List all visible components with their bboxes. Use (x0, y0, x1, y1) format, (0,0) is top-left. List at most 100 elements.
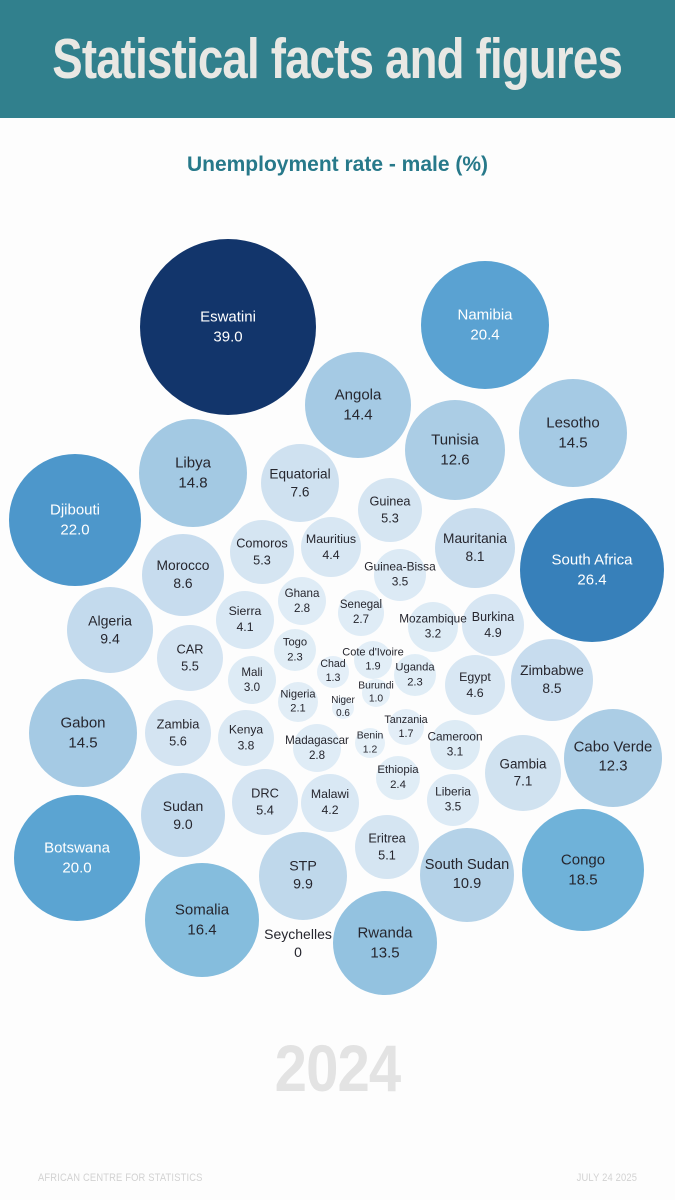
bubble-liberia: Liberia 3.5 (427, 774, 479, 826)
bubble-label: Congo 18.5 (561, 851, 605, 890)
country-name: Seychelles (264, 925, 332, 942)
country-value: 3.1 (446, 745, 464, 759)
bubble-label: Tunisia 12.6 (431, 431, 479, 470)
bubble-label: Algeria 9.4 (88, 612, 132, 649)
country-value: 4.6 (466, 686, 484, 700)
country-name: Eritrea (368, 831, 406, 846)
bubble-djibouti: Djibouti 22.0 (9, 454, 141, 586)
bubble-zambia: Zambia 5.6 (145, 700, 211, 766)
bubble-label: South Africa 26.4 (552, 551, 633, 590)
bubble-gabon: Gabon 14.5 (29, 679, 137, 787)
bubble-label: Niger 0.6 (331, 695, 355, 721)
bubble-label: Angola 14.4 (335, 386, 382, 425)
country-value: 7.6 (290, 484, 310, 499)
bubble-south-africa: South Africa 26.4 (520, 498, 664, 642)
bubble-comoros: Comoros 5.3 (230, 520, 294, 584)
country-value: 2.4 (390, 779, 406, 791)
bubble-label: Mozambique 3.2 (399, 612, 467, 643)
bubble-sudan: Sudan 9.0 (141, 773, 225, 857)
country-name: Cote d'Ivoire (342, 646, 404, 659)
bubble-uganda: Uganda 2.3 (394, 654, 436, 696)
country-name: Guinea-Bissa (364, 559, 436, 574)
bubble-label: STP 9.9 (289, 858, 317, 895)
country-value: 3.8 (237, 738, 255, 752)
country-value: 9.9 (293, 877, 313, 893)
country-value: 16.4 (187, 921, 217, 938)
bubble-label: DRC 5.4 (251, 785, 279, 818)
country-value: 14.5 (558, 434, 588, 451)
bubble-label: Kenya 3.8 (229, 722, 263, 753)
bubble-label: Djibouti 22.0 (50, 501, 100, 540)
country-name: Mozambique (399, 611, 467, 626)
country-value: 9.0 (173, 816, 193, 832)
country-value: 8.5 (542, 681, 562, 696)
country-value: 20.4 (470, 326, 500, 343)
country-name: Djibouti (49, 501, 101, 519)
country-value: 22.0 (60, 521, 90, 538)
bubble-tunisia: Tunisia 12.6 (405, 400, 505, 500)
country-value: 3.5 (391, 575, 409, 589)
country-value: 3.2 (424, 627, 442, 641)
country-value: 14.8 (178, 474, 208, 491)
bubble-botswana: Botswana 20.0 (14, 795, 140, 921)
bubble-label: Mali 3.0 (241, 665, 262, 695)
country-name: Angola (334, 386, 382, 404)
bubble-label: Benin 1.2 (357, 729, 384, 756)
country-value: 5.3 (381, 511, 399, 525)
country-name: Congo (560, 851, 606, 869)
country-value: 1.7 (398, 728, 414, 740)
bubble-cabo-verde: Cabo Verde 12.3 (564, 709, 662, 807)
chart-title: Unemployment rate - male (%) (186, 153, 489, 176)
bubble-nigeria: Nigeria 2.1 (278, 682, 318, 722)
country-name: Malawi (310, 787, 350, 802)
bubble-label: Tanzania 1.7 (384, 713, 427, 741)
country-name: Cabo Verde (573, 739, 653, 756)
country-value: 3.0 (243, 681, 261, 694)
country-name: Somalia (174, 901, 230, 919)
bubble-label: Mauritania 8.1 (443, 530, 507, 566)
country-value: 2.3 (407, 676, 423, 688)
country-name: South Africa (551, 551, 633, 569)
country-value: 18.5 (568, 871, 598, 888)
bubble-label: Chad 1.3 (320, 658, 345, 686)
footer-date: JULY 24 2025 (576, 1172, 637, 1184)
country-value: 2.1 (290, 703, 306, 715)
bubble-label: Mauritius 4.4 (306, 531, 356, 563)
country-value: 1.9 (365, 661, 381, 673)
bubble-label: Zimbabwe 8.5 (520, 662, 584, 698)
bubble-togo: Togo 2.3 (274, 629, 316, 671)
country-name: Uganda (395, 661, 435, 674)
country-value: 8.1 (465, 549, 485, 564)
bubble-label: Zambia 5.6 (157, 716, 200, 749)
bubble-malawi: Malawi 4.2 (301, 774, 359, 832)
bubble-drc: DRC 5.4 (232, 769, 298, 835)
bubble-label: Senegal 2.7 (340, 598, 382, 628)
country-name: Ghana (284, 586, 320, 600)
bubble-libya: Libya 14.8 (139, 419, 247, 527)
bubble-zimbabwe: Zimbabwe 8.5 (511, 639, 593, 721)
country-name: Botswana (44, 839, 110, 857)
bubble-ghana: Ghana 2.8 (278, 577, 326, 625)
country-value: 12.3 (598, 759, 628, 775)
country-value: 5.3 (253, 553, 271, 567)
country-name: Rwanda (357, 924, 413, 942)
page-title: Statistical facts and figures (52, 27, 624, 91)
bubble-label: Equatorial 7.6 (269, 465, 330, 500)
country-name: Gambia (499, 756, 547, 772)
bubble-kenya: Kenya 3.8 (218, 710, 274, 766)
country-value: 4.1 (236, 620, 254, 634)
bubble-south-sudan: South Sudan 10.9 (420, 828, 514, 922)
bubble-car: CAR 5.5 (157, 625, 223, 691)
bubble-label: Burkina 4.9 (472, 609, 514, 642)
country-name: Algeria (88, 612, 132, 629)
country-name: Mauritania (443, 531, 507, 547)
bubble-guinea-bissa: Guinea-Bissa 3.5 (364, 549, 436, 601)
bubble-madagascar: Madagascar 2.8 (285, 724, 349, 772)
country-value: 8.6 (173, 576, 193, 591)
country-value: 12.6 (440, 451, 470, 468)
country-name: Mauritius (305, 531, 357, 546)
bubble-label: Uganda 2.3 (395, 660, 434, 689)
bubble-label: Cabo Verde 12.3 (574, 739, 653, 778)
bubble-niger: Niger 0.6 (331, 695, 355, 721)
